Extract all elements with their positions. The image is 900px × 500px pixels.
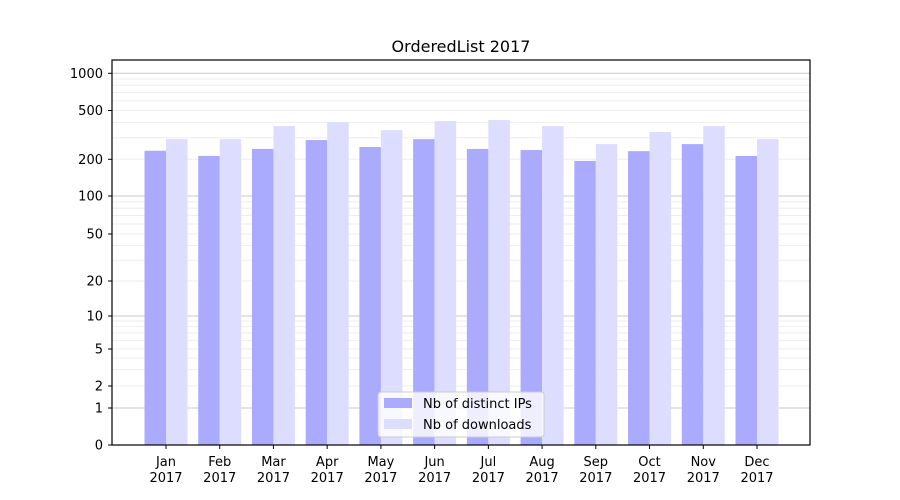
x-tick-label-month: Aug xyxy=(529,455,554,470)
legend: Nb of distinct IPs Nb of downloads xyxy=(377,391,545,438)
y-tick-label: 100 xyxy=(78,190,103,205)
x-tick-label-month: Apr xyxy=(316,455,339,470)
legend-label-ips: Nb of distinct IPs xyxy=(423,397,532,412)
y-tick-label: 1 xyxy=(95,402,103,417)
bar-distinct-ips xyxy=(735,155,757,445)
bar-distinct-ips xyxy=(681,144,704,445)
bar-distinct-ips xyxy=(198,155,220,445)
bar-downloads xyxy=(757,139,779,446)
bar-distinct-ips xyxy=(144,150,166,445)
x-tick-label-month: Oct xyxy=(638,455,660,470)
x-tick-label-month: Jan xyxy=(155,455,176,470)
x-tick-label-year: 2017 xyxy=(311,471,344,486)
bar-downloads xyxy=(703,126,725,445)
bar-distinct-ips xyxy=(628,151,650,445)
legend-swatch-ips xyxy=(384,398,412,408)
bar-downloads xyxy=(595,144,618,445)
x-tick-label-month: May xyxy=(367,455,394,470)
bar-distinct-ips xyxy=(359,146,381,446)
legend-swatch-downloads xyxy=(384,419,412,429)
x-tick-label-year: 2017 xyxy=(257,471,290,486)
x-tick-label-year: 2017 xyxy=(203,471,236,486)
x-tick-label-year: 2017 xyxy=(418,471,451,486)
y-tick-label: 200 xyxy=(78,153,103,168)
x-tick-label-year: 2017 xyxy=(740,471,773,486)
x-tick-label-month: Dec xyxy=(744,455,769,470)
bar-downloads xyxy=(649,131,672,446)
x-tick-label-year: 2017 xyxy=(687,471,720,486)
bar-downloads xyxy=(434,121,457,445)
bar-distinct-ips xyxy=(413,139,435,446)
x-tick-label-year: 2017 xyxy=(149,471,182,486)
x-tick-label-year: 2017 xyxy=(364,471,397,486)
x-tick-label-month: Feb xyxy=(208,455,231,470)
x-tick-label-month: Mar xyxy=(261,455,286,470)
x-tick-label-year: 2017 xyxy=(472,471,505,486)
y-tick-label: 5 xyxy=(95,343,103,358)
y-tick-label: 2 xyxy=(95,380,103,395)
y-tick-label: 50 xyxy=(86,228,103,243)
bar-downloads xyxy=(219,139,242,446)
legend-label-downloads: Nb of downloads xyxy=(423,418,532,433)
y-tick-label: 0 xyxy=(95,439,103,454)
x-tick-label-year: 2017 xyxy=(526,471,559,486)
y-tick-label: 1000 xyxy=(70,67,103,82)
x-tick-label-month: Sep xyxy=(584,455,609,470)
y-tick-label: 20 xyxy=(86,275,103,290)
x-tick-label-year: 2017 xyxy=(579,471,612,486)
y-tick-label: 500 xyxy=(78,104,103,119)
bar-downloads xyxy=(273,126,295,445)
x-tick-label-month: Jul xyxy=(480,455,497,470)
bar-downloads xyxy=(380,130,403,445)
bar-distinct-ips xyxy=(520,150,543,445)
bar-downloads xyxy=(488,120,510,445)
plot-frame xyxy=(111,59,811,446)
bar-distinct-ips xyxy=(466,148,489,445)
x-tick-label-year: 2017 xyxy=(633,471,666,486)
bar-distinct-ips xyxy=(251,148,274,445)
bar-downloads xyxy=(166,139,188,446)
bar-distinct-ips xyxy=(574,160,596,445)
x-tick-label-month: Jun xyxy=(423,455,444,470)
bar-downloads xyxy=(327,122,349,446)
y-tick-label: 10 xyxy=(86,310,103,325)
chart-title: OrderedList 2017 xyxy=(392,37,531,56)
bar-downloads xyxy=(542,126,564,445)
bar-distinct-ips xyxy=(305,140,328,445)
x-tick-label-month: Nov xyxy=(691,455,717,470)
